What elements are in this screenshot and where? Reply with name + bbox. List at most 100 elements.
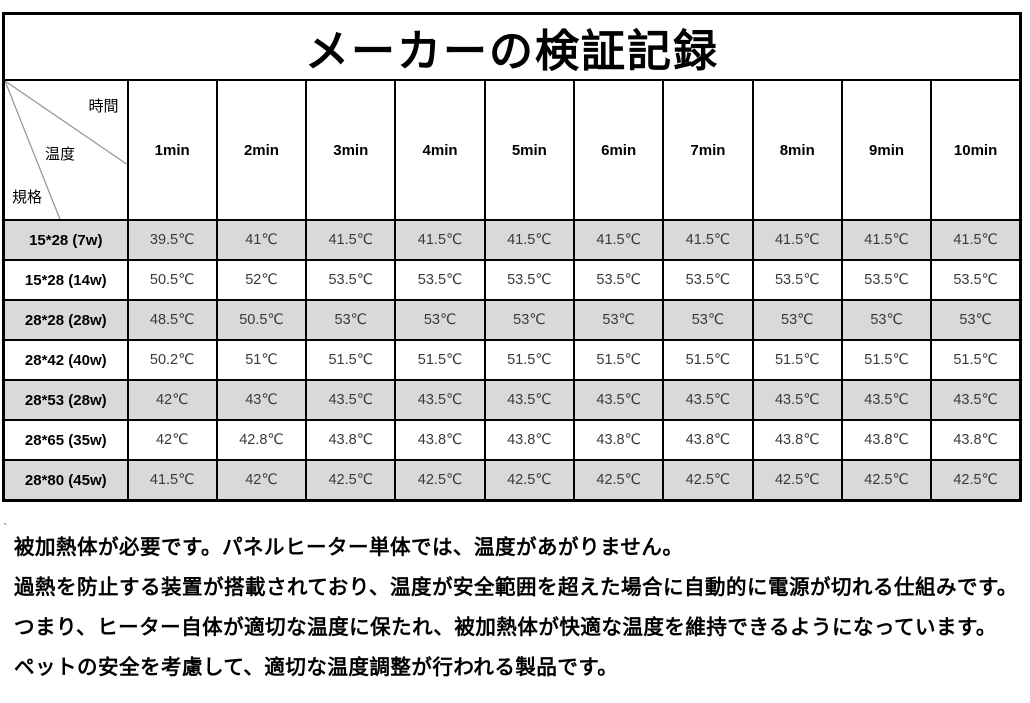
temperature-cell: 53.5℃ (751, 259, 843, 301)
table-row: 28*65 (35w) 42℃ 42.8℃ 43.8℃ 43.8℃ 43.8℃ 43.8℃ 4… (2, 419, 1022, 461)
spec-label: 28*42 (40w) (2, 339, 129, 381)
temperature-cell: 53℃ (751, 299, 843, 341)
temperature-cell: 50.5℃ (126, 259, 218, 301)
temperature-cell: 53.5℃ (394, 259, 486, 301)
temperature-cell: 41.5℃ (394, 219, 486, 261)
temperature-cell: 43.8℃ (751, 419, 843, 461)
temperature-cell: 41.5℃ (572, 219, 665, 261)
temperature-cell: 52℃ (215, 259, 308, 301)
note-line: 被加熱体が必要です。パネルヒーター単体では、温度があがりません。 (14, 536, 684, 559)
temperature-cell: 43.8℃ (930, 419, 1022, 461)
time-header-3min: 3min (305, 79, 397, 221)
temperature-cell: 43.5℃ (394, 379, 486, 421)
verification-table: メーカーの検証記録 時間 温度 規格 1min 2min 3min 4min 5min 6… (2, 12, 1022, 502)
temperature-cell: 51.5℃ (930, 339, 1022, 381)
temperature-cell: 48.5℃ (126, 299, 218, 341)
temperature-cell: 42.5℃ (930, 459, 1022, 502)
spec-label: 28*65 (35w) (2, 419, 129, 461)
temperature-cell: 43.5℃ (751, 379, 843, 421)
temperature-cell: 53.5℃ (572, 259, 665, 301)
table-row: 28*28 (28w) 48.5℃ 50.5℃ 53℃ 53℃ 53℃ 53℃ 53℃ 53℃ 5… (2, 299, 1022, 341)
time-header-7min: 7min (662, 79, 754, 221)
temperature-cell: 51.5℃ (483, 339, 575, 381)
temperature-cell: 53.5℃ (483, 259, 575, 301)
stray-artifact-mark: ` (3, 520, 8, 536)
time-header-2min: 2min (215, 79, 308, 221)
time-header-5min: 5min (483, 79, 575, 221)
note-line: 過熱を防止する装置が搭載されており、温度が安全範囲を超えた場合に自動的に電源が切… (14, 576, 1018, 599)
table-row: 15*28 (14w) 50.5℃ 52℃ 53.5℃ 53.5℃ 53.5℃ 53.5℃ 5… (2, 259, 1022, 301)
spec-label: 28*28 (28w) (2, 299, 129, 341)
temperature-cell: 41.5℃ (662, 219, 754, 261)
temperature-cell: 43.8℃ (662, 419, 754, 461)
temperature-cell: 43℃ (215, 379, 308, 421)
temperature-cell: 42.5℃ (483, 459, 575, 502)
temperature-cell: 43.8℃ (840, 419, 933, 461)
temperature-cell: 43.5℃ (840, 379, 933, 421)
spec-label: 15*28 (7w) (2, 219, 129, 261)
note-line: ペットの安全を考慮して、適切な温度調整が行われる製品です。 (14, 656, 619, 679)
temperature-cell: 51.5℃ (394, 339, 486, 381)
temperature-cell: 43.5℃ (930, 379, 1022, 421)
corner-cell: 時間 温度 規格 (2, 79, 129, 221)
temperature-cell: 41.5℃ (483, 219, 575, 261)
temperature-cell: 51℃ (215, 339, 308, 381)
table-row: 15*28 (7w) 39.5℃ 41℃ 41.5℃ 41.5℃ 41.5℃ 41.5℃ 41… (2, 219, 1022, 261)
table-row: 28*53 (28w) 42℃ 43℃ 43.5℃ 43.5℃ 43.5℃ 43.5℃ 43.… (2, 379, 1022, 421)
temperature-cell: 42.5℃ (305, 459, 397, 502)
corner-label-time: 時間 (88, 98, 119, 115)
temperature-cell: 41.5℃ (126, 459, 218, 502)
temperature-cell: 39.5℃ (126, 219, 218, 261)
time-header-6min: 6min (572, 79, 665, 221)
temperature-cell: 41.5℃ (930, 219, 1022, 261)
table-body: 15*28 (7w) 39.5℃ 41℃ 41.5℃ 41.5℃ 41.5℃ 41.5℃ 41… (2, 219, 1022, 502)
temperature-cell: 53℃ (572, 299, 665, 341)
temperature-cell: 41.5℃ (840, 219, 933, 261)
temperature-cell: 42.5℃ (394, 459, 486, 502)
temperature-cell: 53℃ (930, 299, 1022, 341)
temperature-cell: 53℃ (394, 299, 486, 341)
temperature-cell: 53℃ (305, 299, 397, 341)
temperature-cell: 53.5℃ (930, 259, 1022, 301)
time-header-10min: 10min (930, 79, 1022, 221)
time-header-8min: 8min (751, 79, 843, 221)
temperature-cell: 51.5℃ (751, 339, 843, 381)
corner-label-temperature: 温度 (45, 146, 76, 163)
temperature-cell: 43.8℃ (572, 419, 665, 461)
temperature-cell: 53℃ (483, 299, 575, 341)
temperature-cell: 43.5℃ (572, 379, 665, 421)
temperature-cell: 53℃ (840, 299, 933, 341)
temperature-cell: 42℃ (126, 379, 218, 421)
note-line: つまり、ヒーター自体が適切な温度に保たれ、被加熱体が快適な温度を維持できるように… (14, 616, 997, 639)
spec-label: 28*53 (28w) (2, 379, 129, 421)
temperature-cell: 51.5℃ (305, 339, 397, 381)
page-title: メーカーの検証記録 (2, 12, 1022, 81)
temperature-cell: 43.8℃ (483, 419, 575, 461)
table-row: 28*42 (40w) 50.2℃ 51℃ 51.5℃ 51.5℃ 51.5℃ 51.5℃ 5… (2, 339, 1022, 381)
temperature-cell: 53.5℃ (840, 259, 933, 301)
temperature-cell: 53℃ (662, 299, 754, 341)
temperature-cell: 51.5℃ (572, 339, 665, 381)
temperature-cell: 43.5℃ (662, 379, 754, 421)
corner-label-spec: 規格 (12, 189, 43, 206)
temperature-cell: 41.5℃ (305, 219, 397, 261)
temperature-cell: 51.5℃ (662, 339, 754, 381)
title-row: メーカーの検証記録 (2, 12, 1022, 81)
temperature-cell: 42.5℃ (840, 459, 933, 502)
temperature-cell: 43.5℃ (483, 379, 575, 421)
diagonal-divider-lines (5, 81, 127, 219)
temperature-cell: 50.5℃ (215, 299, 308, 341)
temperature-cell: 42℃ (215, 459, 308, 502)
temperature-cell: 42.5℃ (751, 459, 843, 502)
temperature-cell: 41.5℃ (751, 219, 843, 261)
temperature-cell: 43.8℃ (394, 419, 486, 461)
temperature-cell: 42.5℃ (572, 459, 665, 502)
temperature-cell: 53.5℃ (305, 259, 397, 301)
temperature-cell: 53.5℃ (662, 259, 754, 301)
temperature-cell: 50.2℃ (126, 339, 218, 381)
temperature-cell: 42.5℃ (662, 459, 754, 502)
time-header-1min: 1min (126, 79, 218, 221)
spec-label: 28*80 (45w) (2, 459, 129, 502)
